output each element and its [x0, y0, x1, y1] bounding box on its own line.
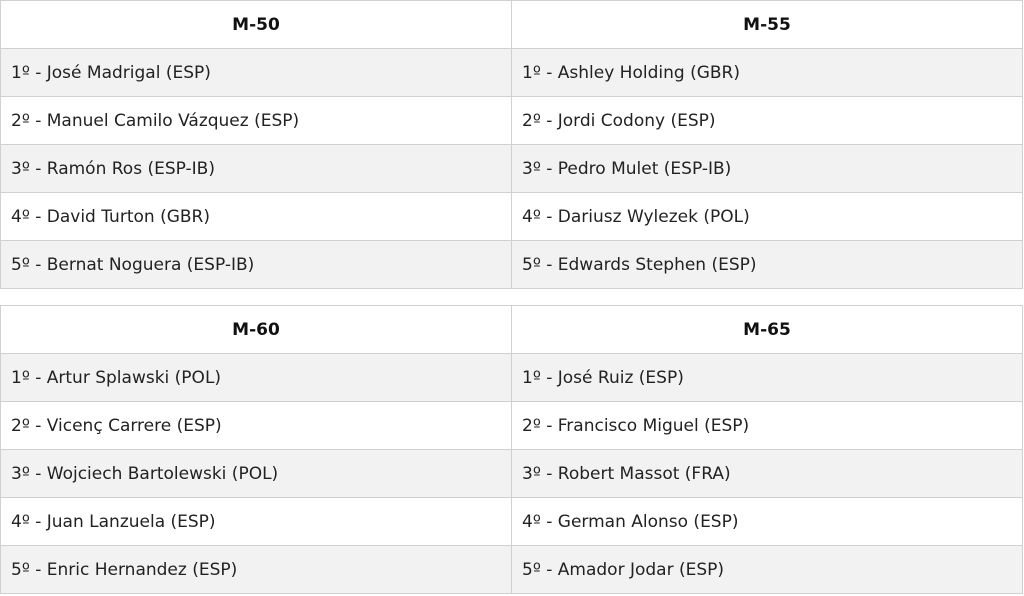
table-row: 3º - Ramón Ros (ESP-IB) 3º - Pedro Mulet …: [0, 144, 1023, 193]
table-row: 2º - Vicenç Carrere (ESP) 2º - Francisco …: [0, 401, 1023, 450]
result-cell: 3º - Robert Massot (FRA): [511, 449, 1023, 498]
category-header: M-50: [0, 0, 512, 49]
result-cell: 4º - Dariusz Wylezek (POL): [511, 192, 1023, 241]
result-cell: 3º - Pedro Mulet (ESP-IB): [511, 144, 1023, 193]
result-cell: 2º - Manuel Camilo Vázquez (ESP): [0, 96, 512, 145]
result-cell: 4º - Juan Lanzuela (ESP): [0, 497, 512, 546]
result-cell: 1º - Ashley Holding (GBR): [511, 48, 1023, 97]
header-row: M-60 M-65: [0, 305, 1023, 354]
result-cell: 5º - Amador Jodar (ESP): [511, 545, 1023, 594]
table-row: 1º - Artur Splawski (POL) 1º - José Ruiz …: [0, 353, 1023, 402]
result-cell: 1º - José Madrigal (ESP): [0, 48, 512, 97]
result-cell: 2º - Francisco Miguel (ESP): [511, 401, 1023, 450]
result-cell: 2º - Jordi Codony (ESP): [511, 96, 1023, 145]
result-cell: 3º - Ramón Ros (ESP-IB): [0, 144, 512, 193]
results-table-m50-m55: M-50 M-55 1º - José Madrigal (ESP) 1º - Ash…: [0, 0, 1023, 289]
result-cell: 3º - Wojciech Bartolewski (POL): [0, 449, 512, 498]
table-row: 5º - Enric Hernandez (ESP) 5º - Amador Jo…: [0, 545, 1023, 594]
result-cell: 5º - Edwards Stephen (ESP): [511, 240, 1023, 289]
table-row: 3º - Wojciech Bartolewski (POL) 3º - Robe…: [0, 449, 1023, 498]
table-row: 5º - Bernat Noguera (ESP-IB) 5º - Edwards…: [0, 240, 1023, 289]
result-cell: 4º - David Turton (GBR): [0, 192, 512, 241]
table-row: 4º - Juan Lanzuela (ESP) 4º - German Alon…: [0, 497, 1023, 546]
result-cell: 1º - José Ruiz (ESP): [511, 353, 1023, 402]
result-cell: 5º - Enric Hernandez (ESP): [0, 545, 512, 594]
result-cell: 2º - Vicenç Carrere (ESP): [0, 401, 512, 450]
header-row: M-50 M-55: [0, 0, 1023, 49]
result-cell: 1º - Artur Splawski (POL): [0, 353, 512, 402]
category-header: M-60: [0, 305, 512, 354]
table-row: 2º - Manuel Camilo Vázquez (ESP) 2º - Jor…: [0, 96, 1023, 145]
category-header: M-65: [511, 305, 1023, 354]
table-row: 1º - José Madrigal (ESP) 1º - Ashley Hold…: [0, 48, 1023, 97]
table-row: 4º - David Turton (GBR) 4º - Dariusz Wyle…: [0, 192, 1023, 241]
result-cell: 5º - Bernat Noguera (ESP-IB): [0, 240, 512, 289]
results-table-m60-m65: M-60 M-65 1º - Artur Splawski (POL) 1º - Jo…: [0, 305, 1023, 594]
category-header: M-55: [511, 0, 1023, 49]
result-cell: 4º - German Alonso (ESP): [511, 497, 1023, 546]
